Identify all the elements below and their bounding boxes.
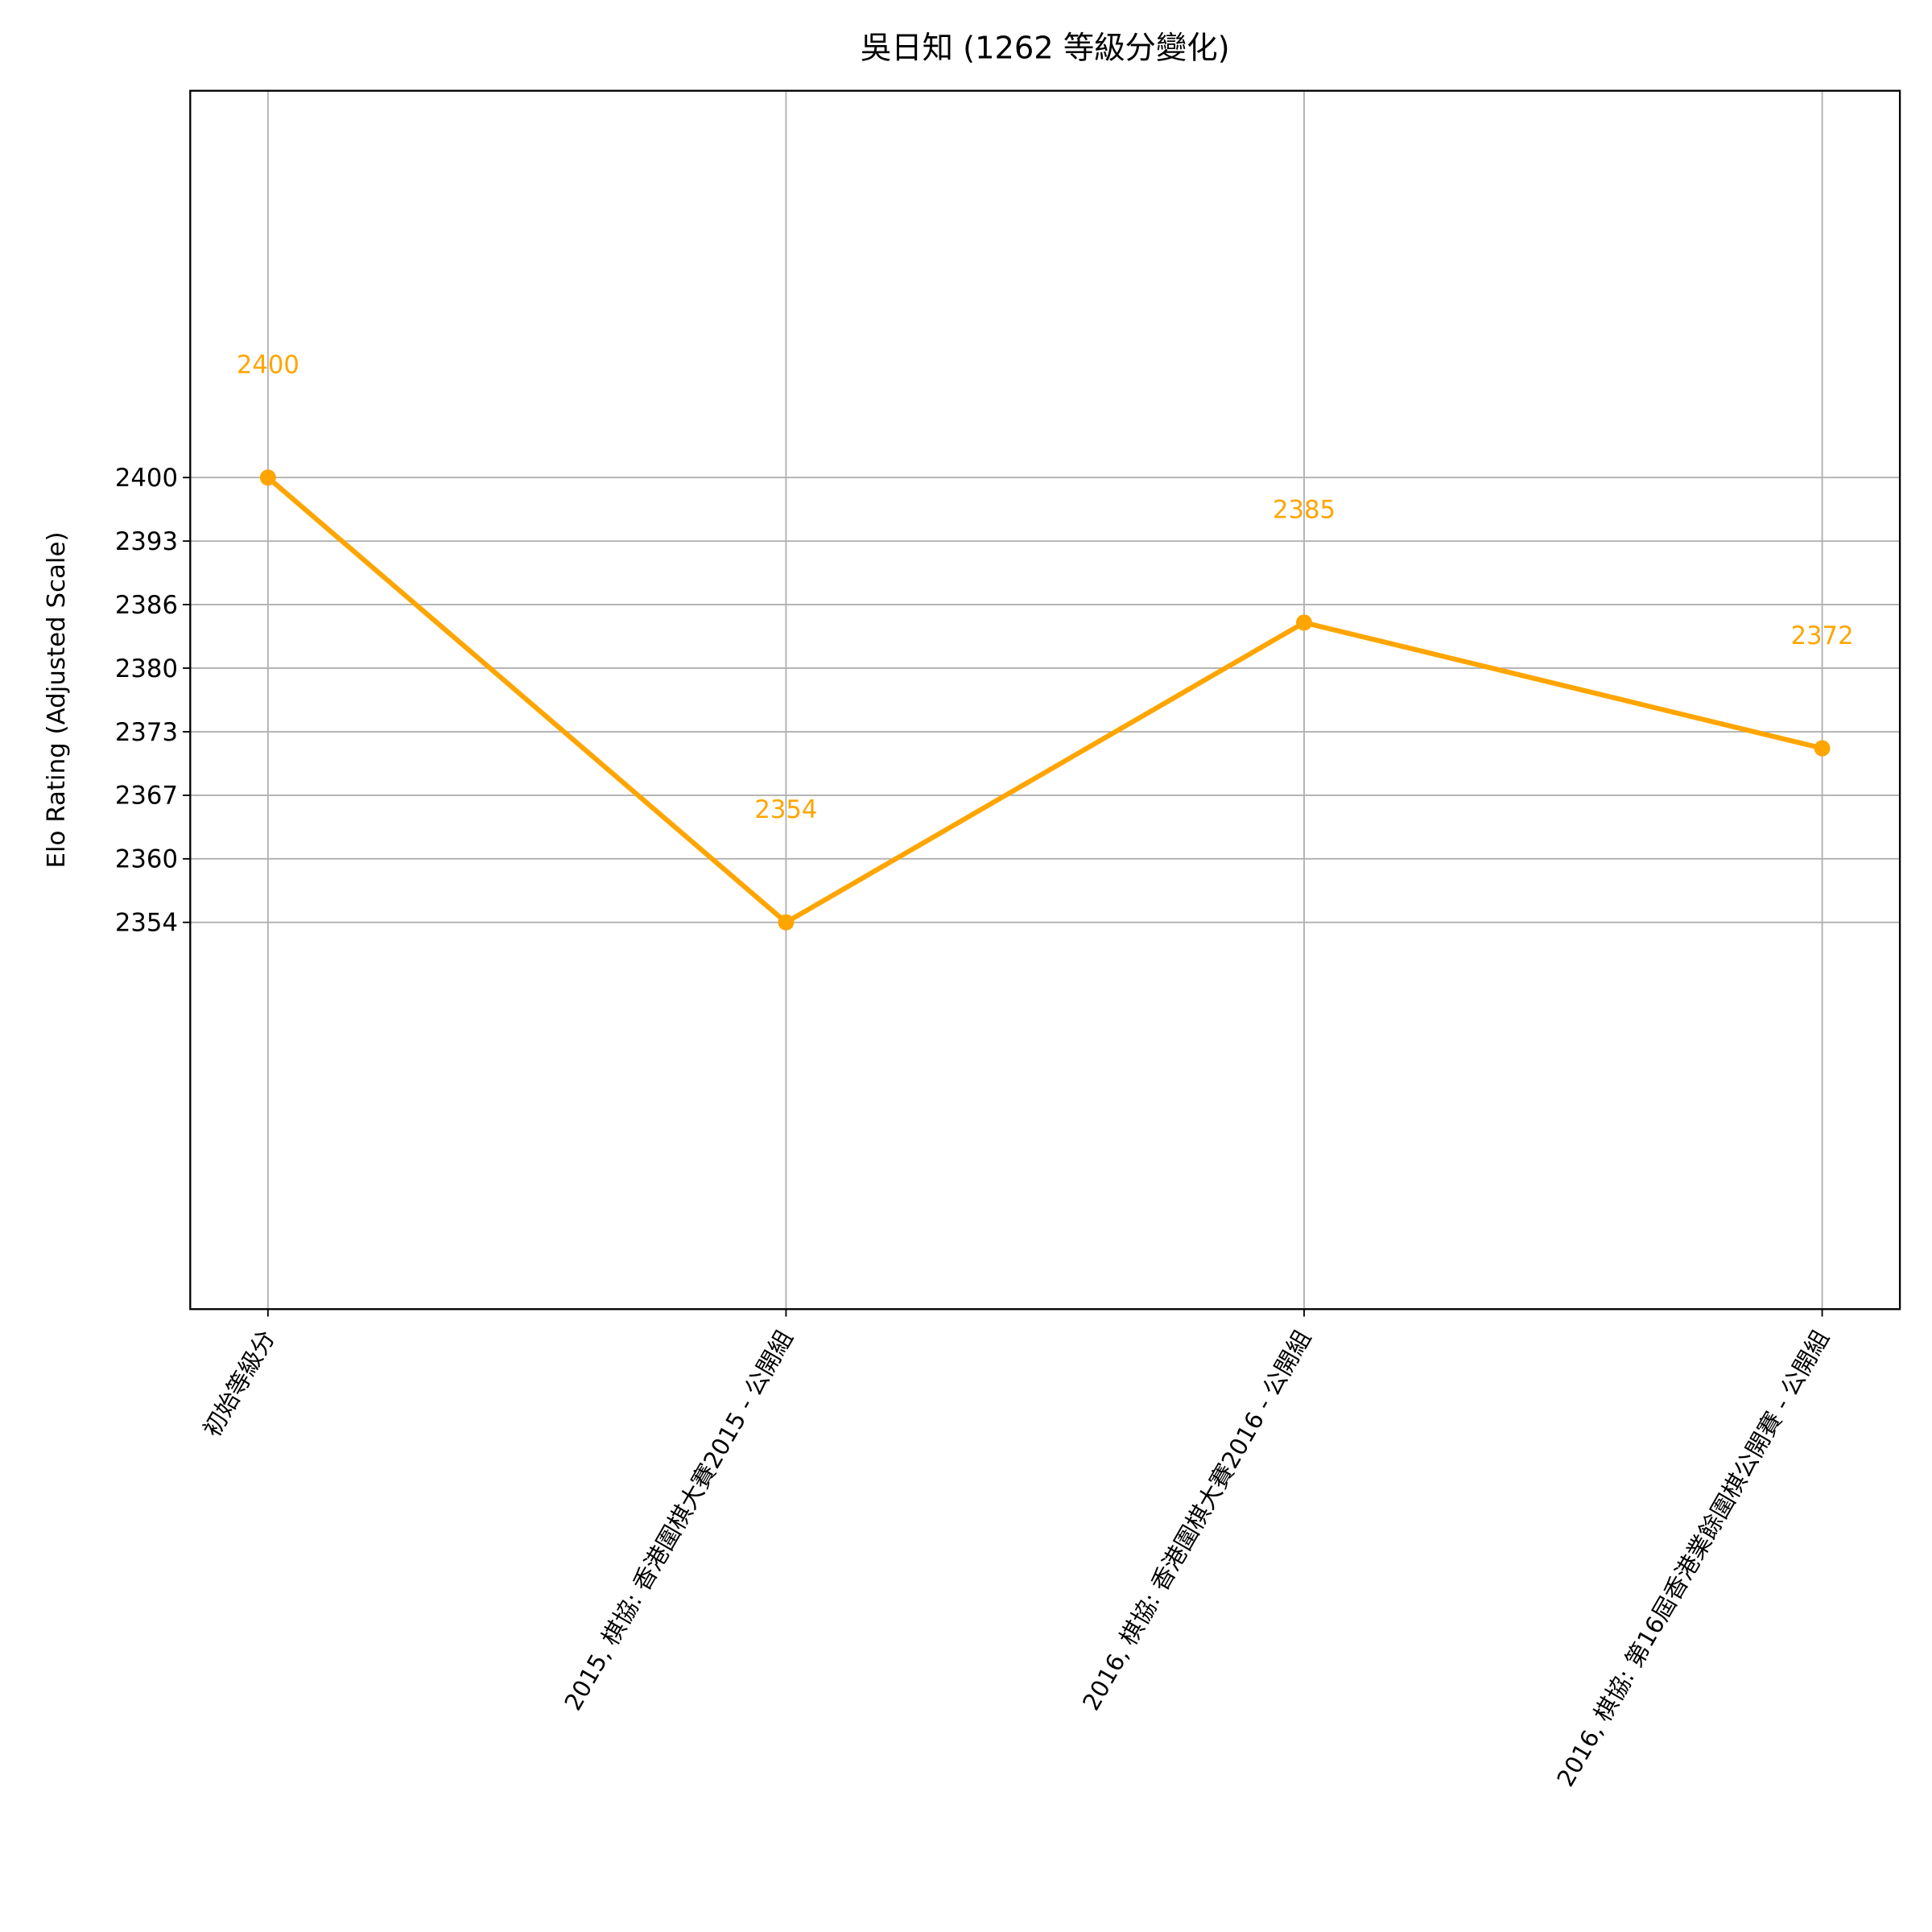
y-tick-label: 2354 bbox=[115, 908, 178, 937]
chart-title: 吳日知 (1262 等級分變化) bbox=[861, 30, 1230, 66]
data-label: 2385 bbox=[1273, 496, 1335, 525]
marker bbox=[778, 914, 795, 931]
plot-frame bbox=[189, 89, 1901, 1311]
data-label: 2354 bbox=[754, 795, 817, 824]
marker bbox=[1814, 740, 1831, 757]
y-tick-label: 2400 bbox=[115, 464, 178, 493]
line bbox=[266, 475, 1823, 925]
y-tick-label: 2360 bbox=[115, 845, 178, 874]
y-tick-label: 2373 bbox=[115, 718, 178, 747]
y-axis-label: Elo Rating (Adjusted Scale) bbox=[42, 531, 71, 868]
y-tick-label: 2380 bbox=[115, 654, 178, 683]
y-tick-label: 2367 bbox=[115, 782, 178, 811]
data-label: 2372 bbox=[1791, 621, 1854, 650]
y-tick-label: 2393 bbox=[115, 527, 178, 556]
data-label: 2400 bbox=[237, 350, 299, 379]
marker bbox=[259, 469, 276, 486]
y-tick-label: 2386 bbox=[115, 591, 178, 620]
marker bbox=[1296, 614, 1312, 631]
